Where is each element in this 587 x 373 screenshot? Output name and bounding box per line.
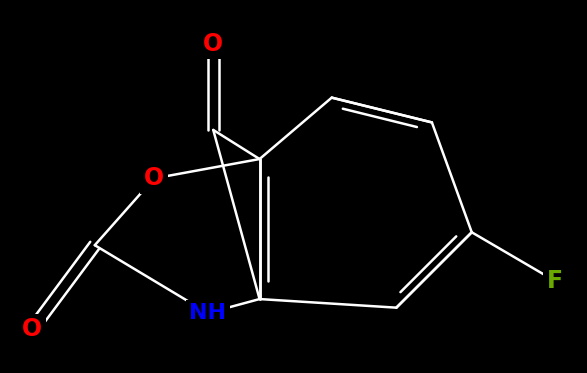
Text: O: O (144, 166, 164, 191)
Text: F: F (546, 269, 563, 293)
Text: O: O (22, 317, 42, 341)
Text: O: O (203, 32, 223, 56)
Text: NH: NH (190, 303, 227, 323)
